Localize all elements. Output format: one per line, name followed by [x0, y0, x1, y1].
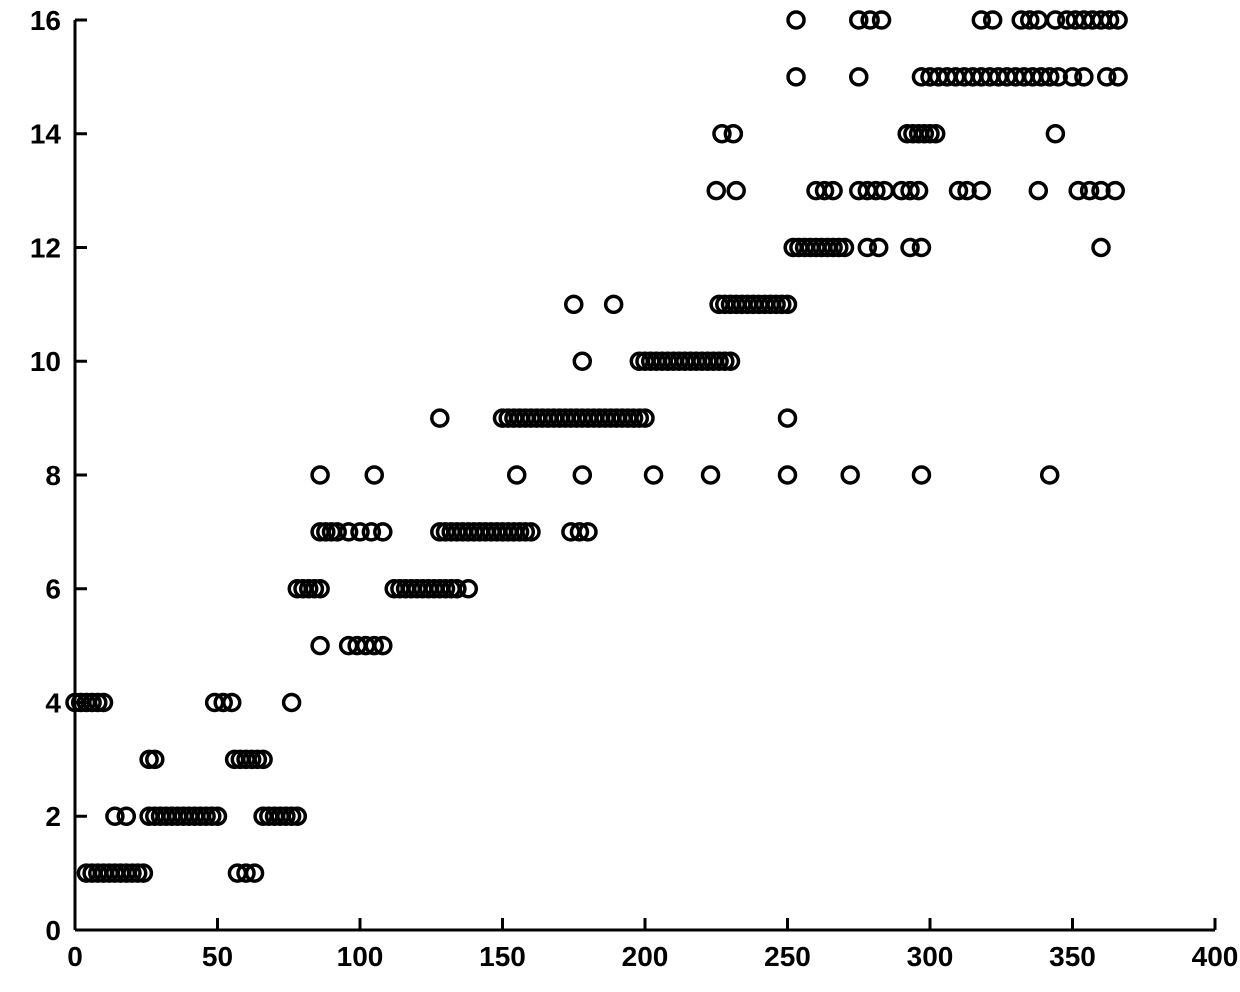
- scatter-marker: [566, 296, 582, 312]
- scatter-marker: [788, 12, 804, 28]
- scatter-marker: [703, 467, 719, 483]
- scatter-marker: [118, 808, 134, 824]
- scatter-marker: [851, 69, 867, 85]
- scatter-marker: [780, 467, 796, 483]
- scatter-marker: [432, 410, 448, 426]
- x-tick-label: 400: [1192, 941, 1239, 972]
- y-tick-label: 8: [45, 460, 61, 491]
- scatter-marker: [460, 581, 476, 597]
- scatter-marker: [646, 467, 662, 483]
- y-tick-label: 0: [45, 915, 61, 946]
- scatter-marker: [728, 183, 744, 199]
- scatter-marker: [913, 467, 929, 483]
- y-tick-label: 4: [45, 687, 61, 718]
- scatter-marker: [985, 12, 1001, 28]
- scatter-marker: [509, 467, 525, 483]
- y-tick-label: 14: [30, 119, 62, 150]
- scatter-chart: 0 50 100 150 200 250 300 350 400 0 2 4 6 8 10 12 14 16: [0, 0, 1240, 992]
- x-tick-label: 150: [479, 941, 526, 972]
- scatter-marker: [788, 69, 804, 85]
- y-tick-label: 2: [45, 801, 61, 832]
- y-tick-label: 6: [45, 574, 61, 605]
- scatter-marker: [913, 240, 929, 256]
- scatter-marker: [1076, 69, 1092, 85]
- x-tick-label: 250: [764, 941, 811, 972]
- scatter-marker: [574, 353, 590, 369]
- scatter-marker: [1110, 69, 1126, 85]
- scatter-marker: [1093, 240, 1109, 256]
- x-tick-label: 350: [1049, 941, 1096, 972]
- y-tick-label: 10: [30, 346, 61, 377]
- scatter-marker: [780, 410, 796, 426]
- chart-svg: 0 50 100 150 200 250 300 350 400 0 2 4 6 8 10 12 14 16: [0, 0, 1240, 992]
- scatter-marker: [1030, 183, 1046, 199]
- scatter-marker: [725, 126, 741, 142]
- scatter-marker: [1042, 467, 1058, 483]
- x-tick-label: 300: [907, 941, 954, 972]
- scatter-marker: [366, 467, 382, 483]
- x-tick-label: 0: [67, 941, 83, 972]
- scatter-marker: [284, 695, 300, 711]
- x-tick-label: 200: [622, 941, 669, 972]
- scatter-marker: [871, 240, 887, 256]
- scatter-marker: [312, 638, 328, 654]
- scatter-marker: [606, 296, 622, 312]
- scatter-marker: [842, 467, 858, 483]
- scatter-marker: [574, 467, 590, 483]
- x-tick-label: 50: [202, 941, 233, 972]
- y-tick-label: 16: [30, 5, 61, 36]
- y-tick-label: 12: [30, 232, 61, 263]
- scatter-marker: [708, 183, 724, 199]
- scatter-marker: [375, 524, 391, 540]
- scatter-marker: [874, 12, 890, 28]
- scatter-marker: [1047, 126, 1063, 142]
- scatter-marker: [312, 467, 328, 483]
- x-tick-label: 100: [337, 941, 384, 972]
